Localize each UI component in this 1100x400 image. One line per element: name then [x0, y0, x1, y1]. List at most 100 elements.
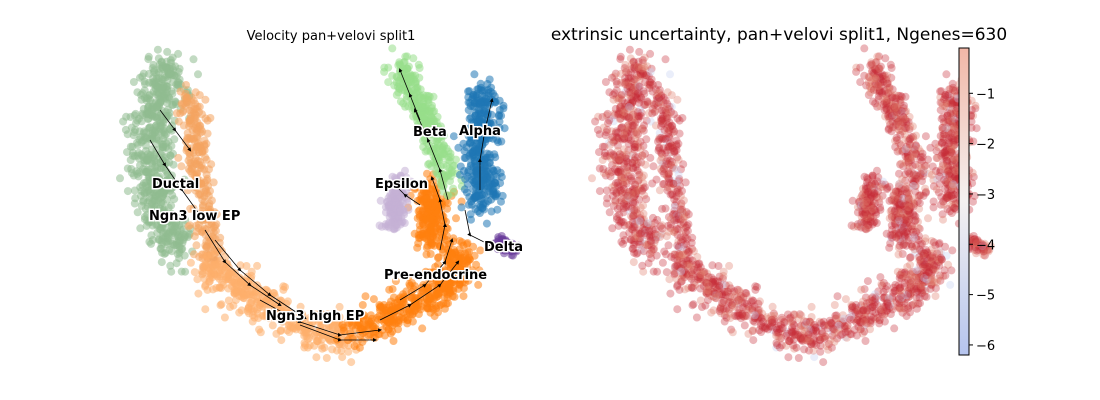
- cell-point: [153, 113, 162, 122]
- cell-point: [630, 143, 639, 151]
- cell-point: [133, 116, 142, 125]
- cell-point: [376, 196, 385, 205]
- cell-point: [391, 277, 400, 286]
- cell-point: [256, 328, 265, 337]
- cell-point: [207, 209, 216, 218]
- cell-point: [635, 217, 644, 226]
- cell-point: [633, 89, 642, 98]
- cell-point: [675, 285, 684, 294]
- cell-point: [454, 284, 463, 293]
- cell-point: [625, 45, 634, 54]
- cell-point: [707, 308, 716, 317]
- cell-point: [254, 314, 263, 323]
- cell-point: [920, 260, 929, 269]
- cell-point: [283, 326, 292, 335]
- cell-point: [679, 209, 688, 218]
- cell-point: [696, 284, 705, 293]
- cell-point: [860, 327, 869, 336]
- cell-point: [848, 196, 857, 205]
- cell-point: [914, 299, 923, 308]
- cell-point: [725, 261, 734, 270]
- cell-point: [466, 123, 475, 132]
- cell-point: [197, 227, 206, 236]
- cell-point: [462, 274, 470, 283]
- cell-point: [388, 210, 397, 219]
- cell-point: [463, 172, 472, 181]
- cell-point: [646, 237, 655, 245]
- cell-point: [599, 123, 608, 132]
- cell-point: [347, 358, 356, 367]
- cell-point: [629, 258, 638, 267]
- cell-point: [860, 172, 869, 181]
- cell-point: [150, 66, 159, 75]
- cell-point: [235, 308, 244, 317]
- cell-point: [358, 301, 367, 309]
- cell-point: [466, 161, 475, 170]
- cell-point: [607, 154, 615, 163]
- cell-point: [661, 55, 670, 64]
- cell-point: [167, 267, 176, 276]
- cell-point: [454, 143, 463, 152]
- cell-point: [201, 241, 210, 250]
- cell-point: [622, 66, 631, 75]
- cell-point: [641, 78, 650, 87]
- cell-point: [681, 223, 690, 232]
- cell-point: [189, 162, 198, 171]
- cell-point: [615, 154, 624, 163]
- cell-point: [666, 289, 675, 298]
- cell-point: [390, 197, 399, 206]
- cell-point: [268, 321, 277, 330]
- cell-point: [794, 354, 803, 362]
- cell-point: [410, 303, 419, 312]
- cell-point: [606, 141, 614, 149]
- cell-point: [429, 228, 438, 236]
- cell-point: [755, 326, 764, 335]
- cell-point: [143, 210, 152, 219]
- cell-point: [847, 221, 856, 230]
- cell-point: [419, 103, 428, 112]
- cell-point: [137, 186, 146, 195]
- cell-point: [396, 97, 405, 106]
- cell-point: [216, 233, 225, 242]
- cell-point: [473, 139, 482, 148]
- cell-point: [165, 125, 174, 134]
- cell-point: [859, 306, 868, 315]
- cell-point: [447, 166, 456, 175]
- cell-point: [497, 197, 505, 206]
- cell-point: [728, 328, 737, 337]
- cell-point: [174, 117, 183, 126]
- cell-point: [189, 55, 198, 64]
- cell-point: [450, 292, 459, 301]
- cell-point: [735, 305, 744, 314]
- cell-point: [413, 87, 422, 96]
- cell-point: [180, 251, 189, 260]
- cell-point: [338, 353, 347, 362]
- cell-point: [915, 245, 924, 254]
- cell-point: [174, 49, 183, 58]
- cell-point: [456, 162, 465, 171]
- cell-point: [209, 223, 218, 232]
- cell-point: [156, 96, 165, 105]
- cluster-label-ngn3-high-ep: Ngn3 high EP: [266, 309, 364, 324]
- cell-point: [225, 270, 234, 279]
- cell-point: [926, 284, 935, 293]
- cell-point: [494, 112, 503, 120]
- cell-point: [622, 201, 631, 210]
- cell-point: [475, 209, 484, 217]
- cell-point: [628, 121, 637, 130]
- cell-point: [638, 261, 647, 270]
- cell-point: [807, 302, 816, 311]
- cell-point: [123, 148, 131, 157]
- cell-point: [900, 278, 909, 287]
- cell-point: [861, 337, 870, 345]
- cluster-label-delta: Delta: [484, 240, 523, 255]
- cell-point: [496, 179, 505, 188]
- cell-point: [161, 73, 170, 82]
- cell-point: [423, 200, 432, 209]
- cell-point: [670, 147, 679, 156]
- uncertainty-points: [588, 44, 995, 367]
- cell-point: [912, 266, 921, 275]
- cell-point: [317, 341, 326, 350]
- cell-point: [418, 188, 427, 197]
- cell-point: [210, 240, 219, 249]
